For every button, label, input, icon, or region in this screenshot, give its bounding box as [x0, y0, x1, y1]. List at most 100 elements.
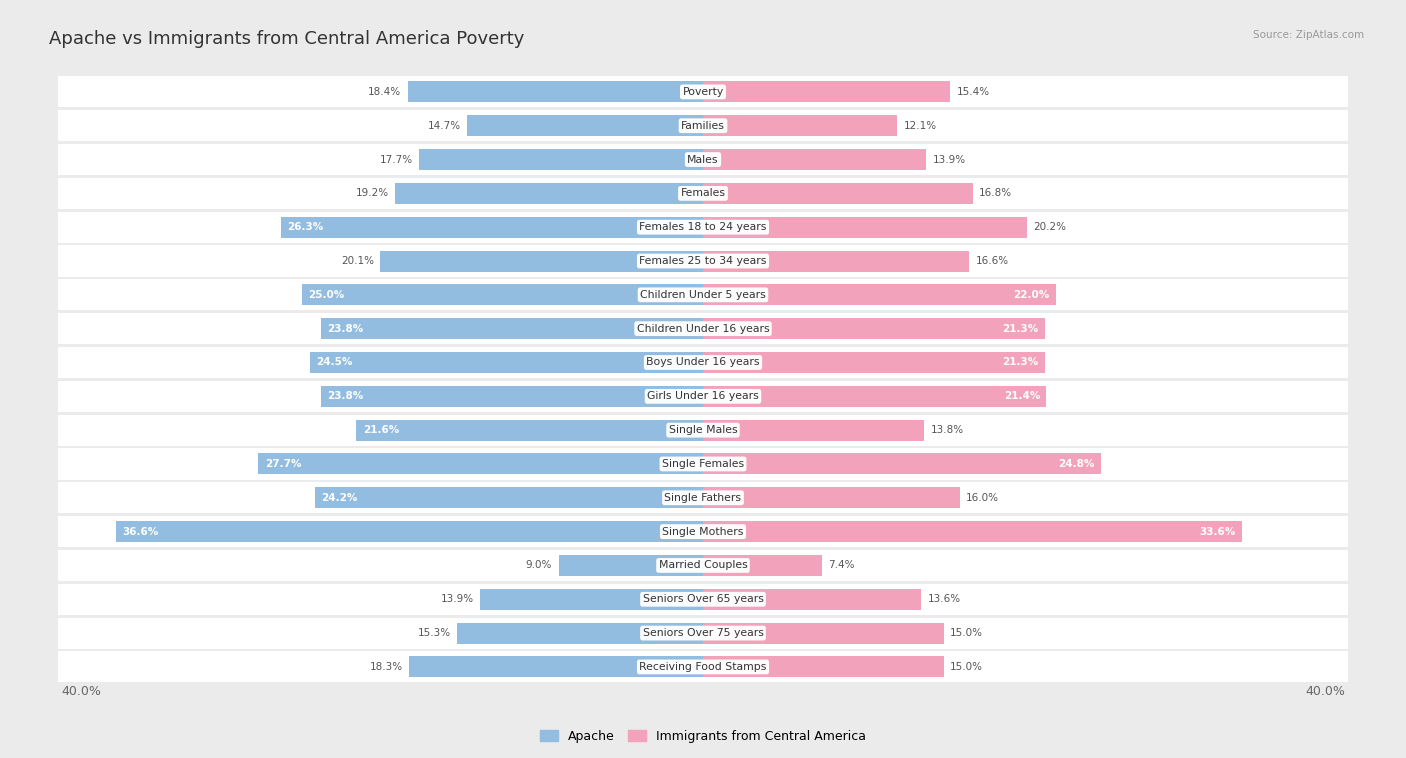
Bar [703, 622, 943, 644]
Text: 24.2%: 24.2% [321, 493, 357, 503]
Text: 14.7%: 14.7% [427, 121, 461, 130]
Text: Children Under 16 years: Children Under 16 years [637, 324, 769, 334]
Text: Females 18 to 24 years: Females 18 to 24 years [640, 222, 766, 232]
Text: Poverty: Poverty [682, 87, 724, 97]
Bar [321, 386, 703, 407]
Text: 21.6%: 21.6% [363, 425, 399, 435]
Text: 25.0%: 25.0% [308, 290, 344, 300]
Text: 18.4%: 18.4% [368, 87, 401, 97]
Text: 36.6%: 36.6% [122, 527, 159, 537]
Bar [703, 284, 1056, 305]
Bar [58, 449, 1348, 480]
Bar [703, 251, 969, 271]
Bar [315, 487, 703, 509]
Text: Source: ZipAtlas.com: Source: ZipAtlas.com [1253, 30, 1364, 40]
Text: Married Couples: Married Couples [658, 560, 748, 571]
Text: 23.8%: 23.8% [328, 324, 364, 334]
Bar [58, 178, 1348, 209]
Legend: Apache, Immigrants from Central America: Apache, Immigrants from Central America [534, 725, 872, 748]
Text: 15.0%: 15.0% [950, 628, 983, 638]
Bar [703, 487, 960, 509]
Bar [58, 110, 1348, 141]
Bar [703, 386, 1046, 407]
Text: 24.5%: 24.5% [316, 358, 353, 368]
Text: 15.0%: 15.0% [950, 662, 983, 672]
Text: 21.3%: 21.3% [1002, 358, 1039, 368]
Text: 26.3%: 26.3% [287, 222, 323, 232]
Bar [558, 555, 703, 576]
Text: 20.1%: 20.1% [342, 256, 374, 266]
Text: 16.8%: 16.8% [979, 189, 1012, 199]
Text: 23.8%: 23.8% [328, 391, 364, 401]
Bar [58, 211, 1348, 243]
Bar [703, 453, 1101, 475]
Text: Single Mothers: Single Mothers [662, 527, 744, 537]
Text: Apache vs Immigrants from Central America Poverty: Apache vs Immigrants from Central Americ… [49, 30, 524, 49]
Bar [457, 622, 703, 644]
Text: Boys Under 16 years: Boys Under 16 years [647, 358, 759, 368]
Text: 13.9%: 13.9% [932, 155, 966, 164]
Bar [321, 318, 703, 339]
Bar [58, 516, 1348, 547]
Text: 7.4%: 7.4% [828, 560, 855, 571]
Bar [381, 251, 703, 271]
Text: 19.2%: 19.2% [356, 189, 388, 199]
Text: 40.0%: 40.0% [1305, 684, 1346, 698]
Text: Single Fathers: Single Fathers [665, 493, 741, 503]
Bar [467, 115, 703, 136]
Text: Seniors Over 75 years: Seniors Over 75 years [643, 628, 763, 638]
Text: Seniors Over 65 years: Seniors Over 65 years [643, 594, 763, 604]
Text: 15.3%: 15.3% [418, 628, 451, 638]
Bar [703, 555, 821, 576]
Bar [58, 77, 1348, 108]
Bar [302, 284, 703, 305]
Bar [58, 415, 1348, 446]
Text: 13.6%: 13.6% [928, 594, 960, 604]
Text: 13.8%: 13.8% [931, 425, 965, 435]
Bar [58, 279, 1348, 311]
Bar [703, 183, 973, 204]
Text: Receiving Food Stamps: Receiving Food Stamps [640, 662, 766, 672]
Bar [58, 550, 1348, 581]
Text: 22.0%: 22.0% [1014, 290, 1050, 300]
Bar [281, 217, 703, 238]
Text: 17.7%: 17.7% [380, 155, 412, 164]
Bar [419, 149, 703, 170]
Bar [58, 584, 1348, 615]
Bar [703, 81, 950, 102]
Text: 9.0%: 9.0% [526, 560, 553, 571]
Text: Single Females: Single Females [662, 459, 744, 469]
Text: 12.1%: 12.1% [904, 121, 936, 130]
Bar [58, 381, 1348, 412]
Bar [58, 651, 1348, 682]
Bar [259, 453, 703, 475]
Text: 16.6%: 16.6% [976, 256, 1010, 266]
Text: 16.0%: 16.0% [966, 493, 1000, 503]
Bar [479, 589, 703, 609]
Bar [58, 347, 1348, 378]
Bar [58, 246, 1348, 277]
Bar [309, 352, 703, 373]
Bar [703, 589, 921, 609]
Text: Girls Under 16 years: Girls Under 16 years [647, 391, 759, 401]
Bar [58, 618, 1348, 649]
Bar [58, 482, 1348, 513]
Bar [356, 420, 703, 440]
Text: 13.9%: 13.9% [440, 594, 474, 604]
Bar [703, 217, 1028, 238]
Bar [395, 183, 703, 204]
Text: Females 25 to 34 years: Females 25 to 34 years [640, 256, 766, 266]
Text: 27.7%: 27.7% [264, 459, 301, 469]
Bar [703, 149, 927, 170]
Bar [58, 313, 1348, 344]
Bar [703, 318, 1045, 339]
Text: Males: Males [688, 155, 718, 164]
Text: Single Males: Single Males [669, 425, 737, 435]
Bar [58, 144, 1348, 175]
Text: 21.4%: 21.4% [1004, 391, 1040, 401]
Bar [703, 522, 1243, 542]
Bar [703, 656, 943, 678]
Text: 18.3%: 18.3% [370, 662, 404, 672]
Bar [703, 115, 897, 136]
Bar [408, 81, 703, 102]
